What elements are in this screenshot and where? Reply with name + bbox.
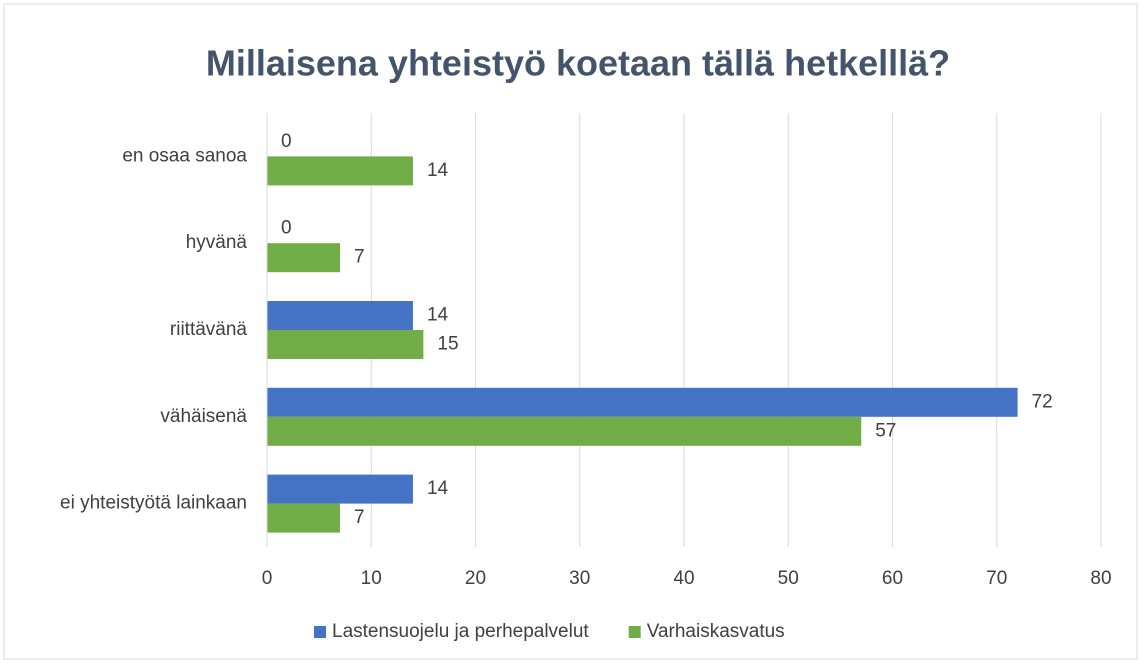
data-label: 14 (427, 478, 449, 499)
x-tick-label: 40 (673, 568, 694, 589)
y-tick-label: en osaa sanoa (122, 145, 247, 166)
bar (267, 503, 340, 533)
x-tick-label: 30 (569, 568, 590, 589)
data-label: 0 (281, 218, 292, 239)
bar (267, 156, 413, 186)
x-tick-label: 70 (986, 568, 1007, 589)
bar (267, 301, 413, 330)
bar (267, 330, 424, 359)
bar (267, 243, 340, 273)
y-tick-label: riittävänä (170, 319, 248, 340)
x-tick-label: 50 (778, 568, 799, 589)
x-tick-label: 0 (262, 568, 273, 589)
data-label: 15 (437, 334, 458, 355)
data-label: 14 (427, 160, 449, 181)
legend-swatch (314, 626, 326, 638)
data-label: 72 (1032, 391, 1053, 412)
y-tick-label: ei yhteistyötä lainkaan (60, 493, 247, 514)
legend-label: Varhaiskasvatus (647, 621, 785, 642)
data-label: 57 (875, 420, 896, 441)
y-tick-label: hyvänä (186, 232, 248, 253)
data-label: 7 (354, 507, 365, 528)
x-tick-label: 10 (361, 568, 382, 589)
bar (267, 474, 413, 504)
chart-border (3, 3, 1138, 660)
x-tick-label: 20 (465, 568, 486, 589)
x-tick-label: 80 (1090, 568, 1111, 589)
data-label: 7 (354, 247, 365, 268)
bar (267, 387, 1018, 417)
chart-title: Millaisena yhteistyö koetaan tällä hetke… (206, 43, 950, 84)
legend-label: Lastensuojelu ja perhepalvelut (332, 621, 589, 642)
legend-swatch (628, 626, 641, 638)
data-label: 14 (427, 305, 449, 326)
bar (267, 416, 862, 446)
data-label: 0 (281, 131, 292, 152)
y-tick-label: vähäisenä (160, 406, 247, 427)
x-tick-label: 60 (882, 568, 903, 589)
